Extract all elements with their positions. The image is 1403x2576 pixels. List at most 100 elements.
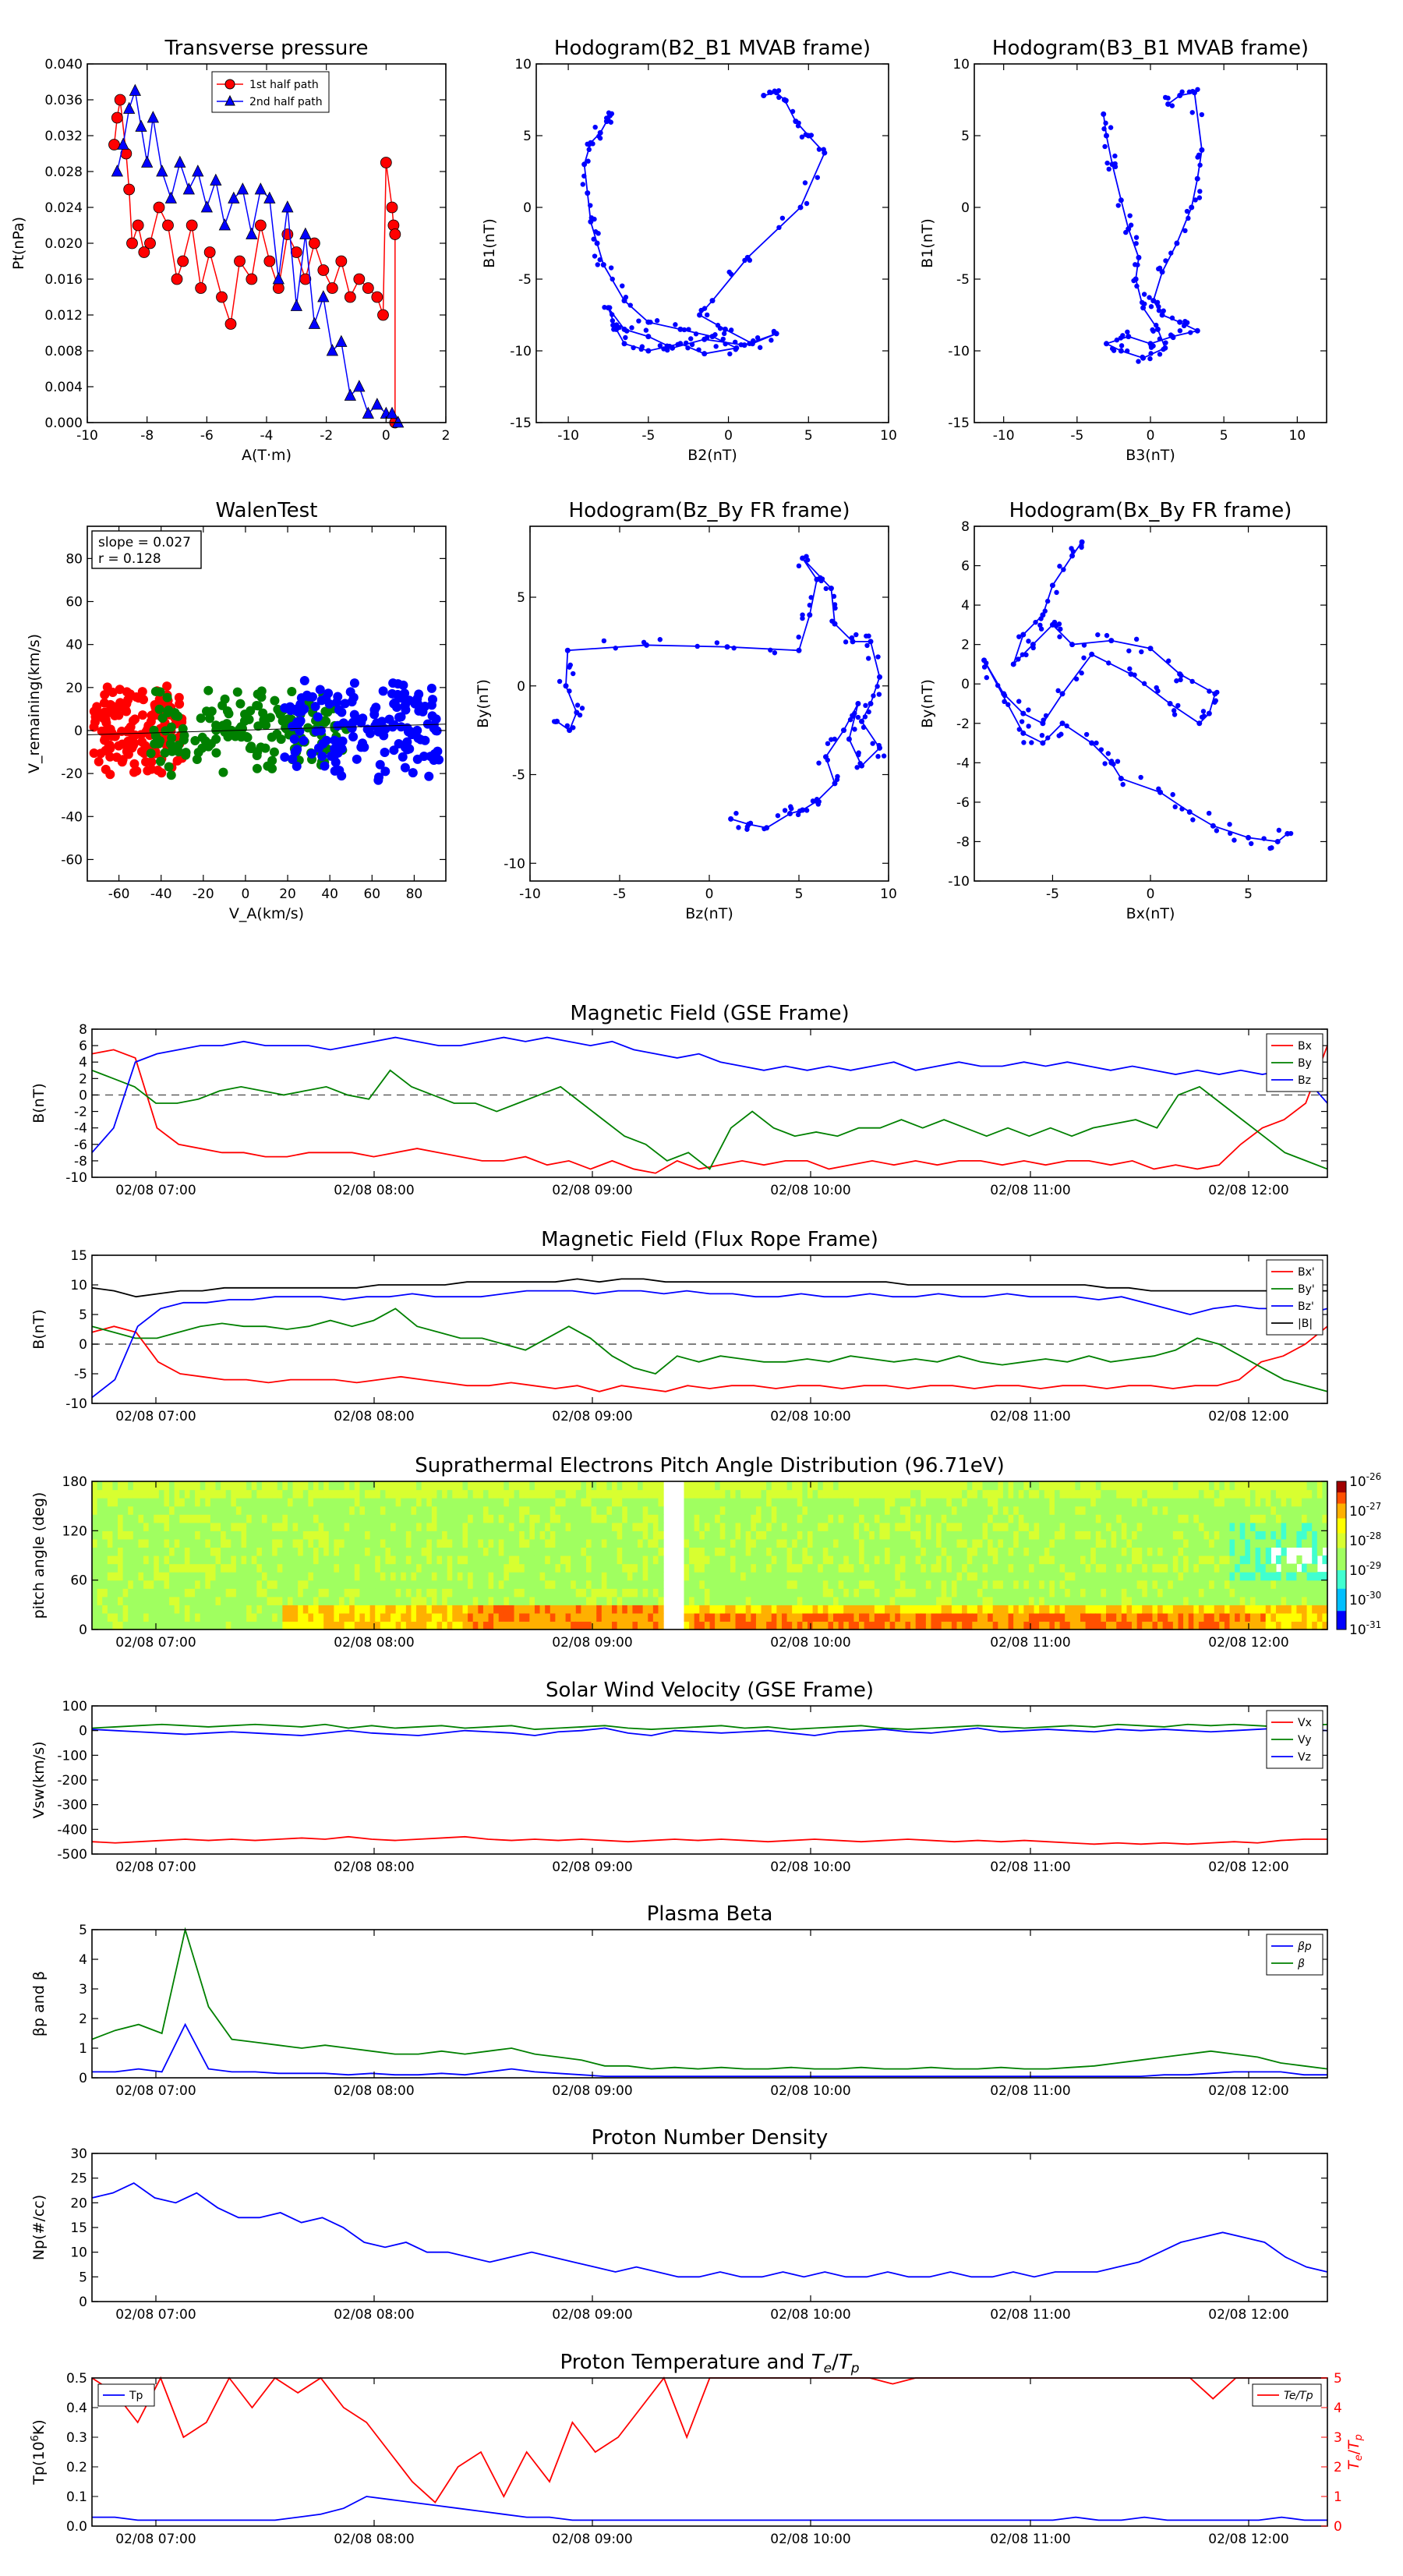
heatmap-cell — [694, 1490, 700, 1499]
heatmap-cell — [1096, 1506, 1101, 1515]
heatmap-cell — [566, 1498, 571, 1506]
heatmap-cell — [221, 1514, 226, 1523]
heatmap-cell — [998, 1564, 1003, 1573]
heatmap-cell — [787, 1523, 793, 1531]
heatmap-cell — [988, 1514, 993, 1523]
heatmap-cell — [339, 1523, 345, 1531]
heatmap-cell — [525, 1506, 530, 1515]
heatmap-cell — [797, 1597, 803, 1605]
heatmap-cell — [875, 1481, 880, 1490]
heatmap-cell — [689, 1506, 694, 1515]
heatmap-cell — [792, 1555, 797, 1564]
heatmap-cell — [617, 1580, 623, 1589]
heatmap-cell — [493, 1580, 499, 1589]
heatmap-cell — [885, 1547, 890, 1555]
heatmap-cell — [540, 1490, 546, 1499]
heatmap-cell — [596, 1523, 602, 1531]
heatmap-cell — [323, 1613, 329, 1622]
heatmap-cell — [617, 1605, 623, 1613]
heatmap-cell — [648, 1539, 653, 1548]
heatmap-cell — [540, 1597, 546, 1605]
data-point — [797, 809, 802, 813]
y-tick-label: -8 — [74, 1154, 87, 1169]
heatmap-cell — [272, 1564, 277, 1573]
heatmap-cell — [746, 1481, 751, 1490]
heatmap-cell — [164, 1498, 169, 1506]
data-point — [1038, 616, 1043, 621]
legend-label: Bz — [1298, 1074, 1311, 1087]
heatmap-cell — [493, 1597, 499, 1605]
heatmap-cell — [323, 1605, 329, 1613]
heatmap-cell — [998, 1597, 1003, 1605]
heatmap-cell — [514, 1506, 520, 1515]
heatmap-cell — [612, 1605, 617, 1613]
heatmap-cell — [952, 1605, 957, 1613]
heatmap-cell — [946, 1530, 952, 1539]
heatmap-cell — [885, 1490, 890, 1499]
heatmap-cell — [849, 1539, 854, 1548]
heatmap-cell — [489, 1597, 494, 1605]
x-tick-label: 02/08 10:00 — [770, 1183, 850, 1198]
heatmap-cell — [606, 1572, 612, 1580]
heatmap-cell — [509, 1514, 514, 1523]
data-point — [420, 702, 429, 711]
heatmap-cell — [653, 1523, 659, 1531]
plot-title: Hodogram(B2_B1 MVAB frame) — [554, 37, 871, 60]
heatmap-cell — [169, 1613, 175, 1622]
heatmap-cell — [746, 1539, 751, 1548]
heatmap-cell — [370, 1588, 376, 1597]
heatmap-cell — [946, 1498, 952, 1506]
heatmap-cell — [936, 1597, 942, 1605]
data-point — [1154, 323, 1158, 327]
heatmap-cell — [818, 1597, 823, 1605]
heatmap-cell — [762, 1530, 767, 1539]
heatmap-cell — [776, 1498, 782, 1506]
heatmap-cell — [566, 1572, 571, 1580]
heatmap-cell — [133, 1588, 139, 1597]
heatmap-cell — [1080, 1572, 1086, 1580]
data-point — [1179, 673, 1183, 678]
heatmap-cell — [525, 1555, 530, 1564]
data-point — [1115, 759, 1120, 763]
data-point — [1039, 627, 1044, 632]
heatmap-cell — [581, 1498, 586, 1506]
heatmap-cell — [952, 1572, 957, 1580]
heatmap-cell — [921, 1490, 926, 1499]
heatmap-cell — [627, 1555, 633, 1564]
heatmap-cell — [740, 1605, 746, 1613]
heatmap-cell — [566, 1580, 571, 1589]
heatmap-cell — [875, 1588, 880, 1597]
heatmap-cell — [586, 1605, 592, 1613]
heatmap-cell — [606, 1555, 612, 1564]
heatmap-cell — [1023, 1514, 1029, 1523]
heatmap-cell — [797, 1514, 803, 1523]
heatmap-cell — [189, 1605, 195, 1613]
data-point — [733, 340, 737, 345]
heatmap-cell — [375, 1530, 380, 1539]
heatmap-cell — [942, 1530, 947, 1539]
heatmap-cell — [169, 1530, 175, 1539]
data-point — [1044, 713, 1048, 718]
heatmap-cell — [875, 1613, 880, 1622]
heatmap-cell — [875, 1490, 880, 1499]
data-point — [309, 318, 320, 329]
heatmap-cell — [329, 1605, 334, 1613]
heatmap-cell — [550, 1547, 556, 1555]
heatmap-cell — [179, 1523, 185, 1531]
heatmap-cell — [1090, 1597, 1096, 1605]
heatmap-cell — [246, 1588, 252, 1597]
x-tick-label: 02/08 11:00 — [990, 1409, 1070, 1424]
heatmap-cell — [164, 1481, 169, 1490]
heatmap-cell — [189, 1613, 195, 1622]
heatmap-cell — [535, 1605, 540, 1613]
data-point — [859, 719, 864, 724]
heatmap-cell — [699, 1523, 705, 1531]
heatmap-cell — [175, 1580, 180, 1589]
heatmap-cell — [426, 1530, 432, 1539]
heatmap-cell — [493, 1613, 499, 1622]
heatmap-cell — [535, 1490, 540, 1499]
heatmap-cell — [736, 1597, 741, 1605]
data-point — [1107, 167, 1111, 172]
x-axis-label: B3(nT) — [1126, 447, 1175, 464]
heatmap-cell — [946, 1506, 952, 1515]
